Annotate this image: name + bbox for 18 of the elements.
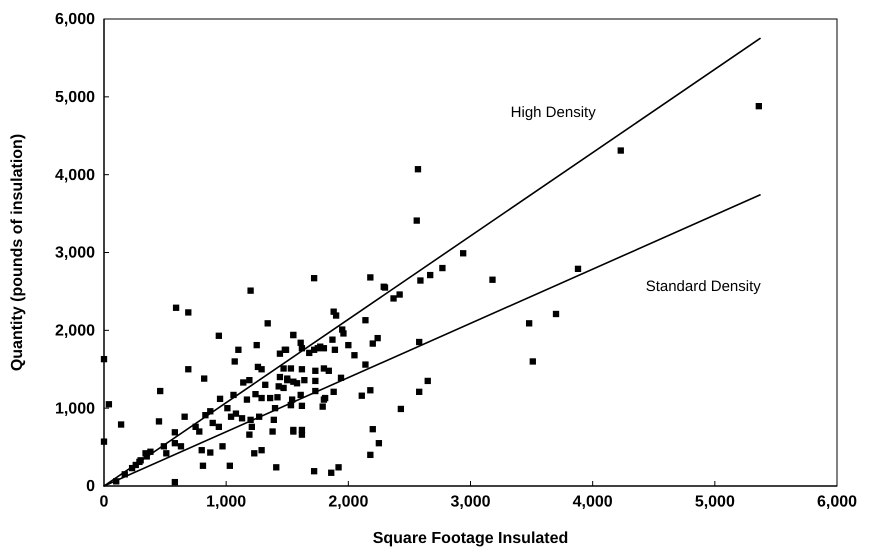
x-tick-label: 4,000 <box>572 493 613 510</box>
x-axis-title: Square Footage Insulated <box>372 530 568 547</box>
y-axis-title: Quantity (pounds of insulation) <box>9 134 26 372</box>
x-tick-label: 0 <box>100 493 109 510</box>
x-tick-label: 6,000 <box>816 493 858 510</box>
y-tick-label: 0 <box>86 478 96 496</box>
y-tick-label: 2,000 <box>54 322 96 340</box>
y-tick-label: 4,000 <box>54 166 96 184</box>
x-tick-label: 2,000 <box>328 493 368 510</box>
y-tick-label: 6,000 <box>54 11 96 28</box>
y-tick-label: 3,000 <box>54 244 96 262</box>
y-tick-label: 1,000 <box>54 400 96 418</box>
y-tick-label: 5,000 <box>54 88 96 106</box>
x-tick-label: 5,000 <box>694 493 735 510</box>
series-label: Standard Density <box>646 278 762 295</box>
series-label: High Density <box>510 104 596 121</box>
x-tick-label: 3,000 <box>450 493 491 510</box>
x-tick-label: 1,000 <box>206 493 246 510</box>
